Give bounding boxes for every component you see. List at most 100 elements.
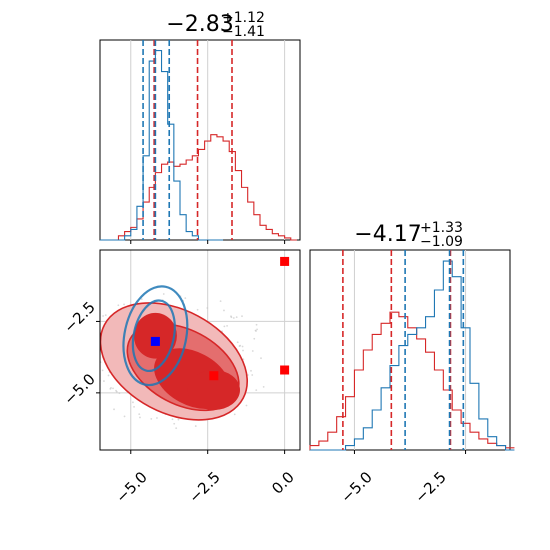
joint-scatter-point: [140, 298, 143, 301]
joint-marker: [280, 256, 290, 266]
joint-xtick-label: −5.0: [112, 468, 150, 506]
joint-blue-contour-outer: [122, 285, 189, 387]
joint-scatter-point: [97, 370, 99, 372]
joint-scatter-point: [238, 345, 241, 347]
histogram-y-gridlines: [353, 250, 467, 450]
joint-scatter-point: [117, 304, 120, 307]
histogram-y-title-value: −4.17: [354, 222, 421, 247]
joint-red-contours: [100, 302, 249, 421]
joint-scatter-point: [236, 341, 239, 344]
joint-scatter-point: [95, 357, 97, 359]
histogram-panel-x: −2.83 +1.12 −1.41: [99, 10, 301, 244]
joint-scatter-point: [91, 396, 93, 398]
joint-panel: −5.0 −2.5 0.0 −2.5 −5.0: [60, 249, 301, 507]
histogram-x-title-value: −2.83: [166, 12, 233, 37]
joint-scatter-point: [223, 309, 225, 312]
joint-scatter-point: [90, 342, 92, 344]
joint-scatter-point: [123, 415, 126, 418]
joint-scatter-point: [235, 316, 238, 319]
joint-scatter-point: [226, 324, 228, 327]
joint-xtick-label: −2.5: [185, 468, 223, 506]
joint-scatter-point: [109, 387, 112, 390]
joint-scatter-point: [241, 315, 243, 318]
joint-scatter-point: [206, 307, 209, 309]
histogram-x-frame: [99, 39, 301, 241]
histogram-x-gridlines: [130, 40, 286, 240]
joint-scatter-point: [88, 360, 90, 362]
histogram-x-title-upper: +1.12: [222, 10, 265, 26]
joint-scatter-point: [177, 418, 180, 421]
histogram-y-series: [309, 260, 515, 451]
joint-scatter-point: [112, 387, 114, 390]
joint-scatter-point: [241, 345, 244, 348]
histogram-x-title: −2.83: [166, 12, 233, 37]
joint-scatter-point: [230, 316, 233, 319]
joint-scatter-point: [101, 369, 104, 372]
joint-scatter-point: [255, 330, 257, 332]
joint-scatter-point: [256, 328, 258, 331]
joint-scatter-point: [233, 413, 236, 416]
histogram-y-quantile-lines: [342, 250, 465, 450]
histogram-x-ticks: [130, 240, 286, 244]
joint-scatter-point: [194, 425, 197, 427]
joint-scatter-point: [123, 303, 125, 306]
joint-frame-border: [99, 249, 301, 451]
joint-scatter-point: [118, 392, 121, 395]
joint-ticks: [96, 320, 286, 454]
joint-scatter-point: [255, 323, 258, 326]
joint-scatter-point: [251, 350, 254, 352]
joint-red-core: [133, 312, 177, 359]
joint-scatter-point: [89, 337, 91, 339]
joint-xtick-label: 0.0: [268, 468, 298, 498]
joint-scatter-point: [173, 422, 176, 425]
joint-scatter-point: [107, 374, 110, 377]
joint-scatter-point: [232, 317, 235, 319]
joint-blue-contour-inner: [131, 299, 176, 372]
joint-scatter-point: [103, 380, 105, 382]
joint-scatter-point: [139, 416, 141, 419]
joint-marker: [150, 336, 160, 346]
histogram-y-series-line: [310, 260, 515, 451]
histogram-y-ticks: [353, 450, 467, 454]
joint-scatter-point: [84, 343, 86, 345]
histogram-y-title-lower: −1.09: [420, 234, 463, 250]
joint-marker: [209, 371, 219, 381]
joint-scatter-point: [77, 346, 79, 348]
histogram-panel-y: −5.0 −2.5 −4.17 +1.33 −1.09: [309, 220, 515, 507]
joint-blue-contours: [122, 285, 189, 387]
joint-scatter-point: [251, 374, 254, 376]
joint-scatter-point: [104, 314, 107, 316]
joint-scatter-point: [80, 343, 82, 345]
histogram-y-frame: [309, 249, 511, 451]
joint-scatter-point: [219, 300, 222, 303]
joint-scatter-point: [171, 418, 174, 421]
joint-scatter-point: [113, 408, 115, 411]
joint-scatter-point: [156, 417, 158, 419]
joint-scatter-point: [175, 427, 178, 430]
joint-scatter-point: [150, 418, 153, 420]
joint-scatter-point: [260, 357, 262, 360]
joint-scatter-point: [184, 297, 187, 300]
joint-scatter-point: [98, 346, 100, 348]
histogram-y-xtick-label: −5.0: [337, 468, 375, 506]
histogram-x-series: [100, 49, 297, 241]
joint-markers: [150, 256, 290, 381]
joint-ytick-label: −5.0: [60, 370, 98, 408]
histogram-y-series-line: [309, 311, 515, 450]
joint-ytick-label: −2.5: [60, 298, 98, 336]
joint-scatter-point: [162, 293, 165, 295]
histogram-x-series-line: [100, 134, 297, 241]
joint-scatter-point: [245, 404, 248, 407]
joint-scatter-point: [253, 337, 256, 340]
joint-scatter-point: [250, 369, 252, 372]
joint-marker: [280, 365, 290, 375]
histogram-y-title: −4.17: [354, 222, 421, 247]
joint-scatter-point: [196, 308, 199, 311]
joint-scatter-point: [133, 405, 135, 408]
joint-scatter-point: [223, 325, 226, 328]
histogram-x-quantile-lines: [142, 40, 233, 240]
joint-scatter-point: [138, 413, 141, 415]
joint-scatter-point: [115, 389, 117, 392]
joint-scatter-point: [102, 315, 105, 317]
